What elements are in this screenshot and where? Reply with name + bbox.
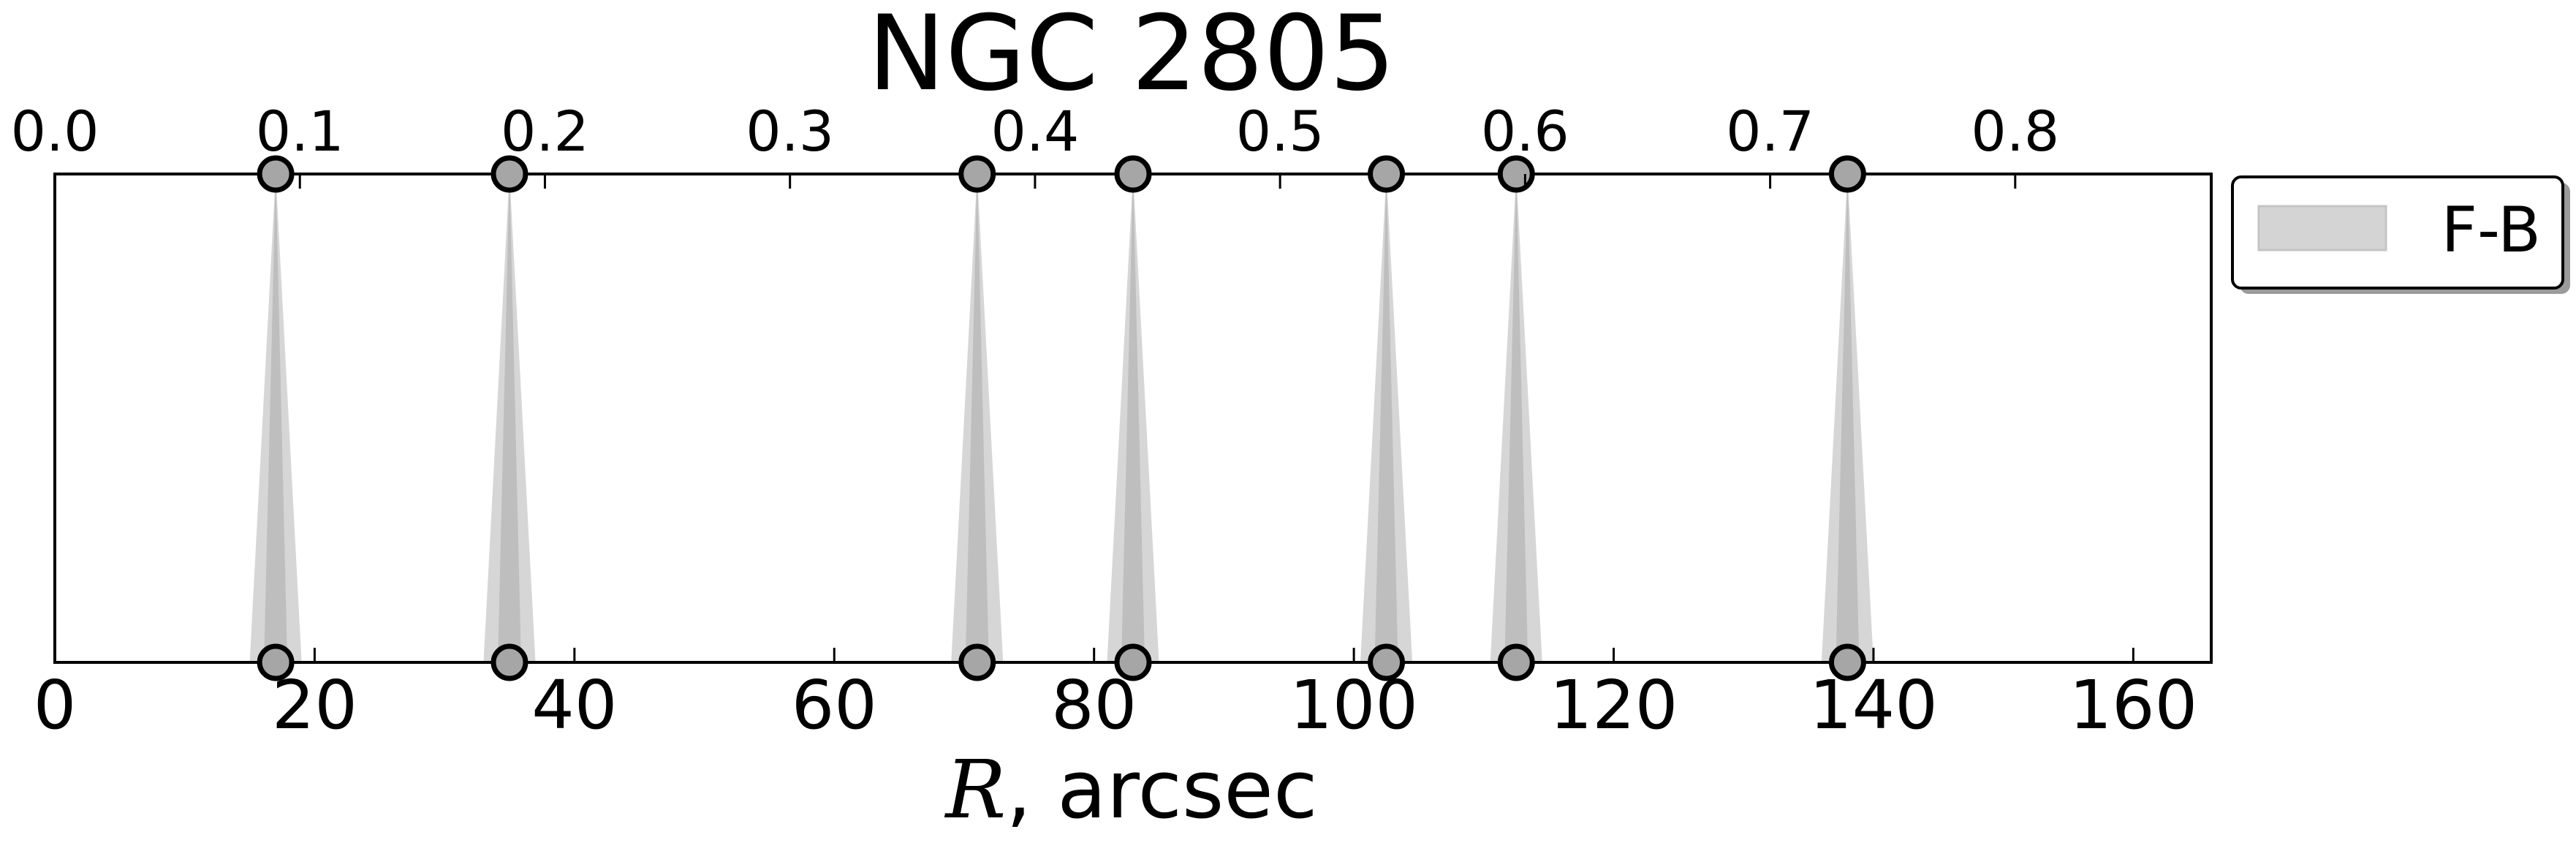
- bottom-tick-label: 100: [1289, 666, 1418, 744]
- peak-marker-bottom: [1828, 643, 1866, 681]
- peak-marker-top: [958, 155, 996, 193]
- bottom-tick-label: 60: [792, 666, 877, 744]
- peak-marker-top: [257, 155, 295, 193]
- top-tick-label: 0.1: [256, 99, 344, 164]
- x-axis-unit: , arcsec: [1006, 743, 1317, 836]
- x-axis-symbol: R: [944, 743, 1007, 836]
- bottom-tick-label: 140: [1809, 666, 1938, 744]
- bottom-tick-label: 80: [1051, 666, 1137, 744]
- peak-marker-bottom: [1497, 643, 1535, 681]
- legend-box: [2231, 175, 2564, 290]
- top-tick-label: 0.7: [1726, 99, 1814, 164]
- bottom-tick-label: 20: [272, 666, 357, 744]
- peak-marker-bottom: [958, 643, 996, 681]
- legend: F-B: [2231, 175, 2570, 294]
- peak-core: [1836, 174, 1860, 662]
- x-axis-label: R, arcsec: [944, 743, 1318, 836]
- peak-core: [965, 174, 989, 662]
- top-tick-label: 0.4: [990, 99, 1079, 164]
- peak-marker-top: [1368, 155, 1406, 193]
- bottom-tick-label: 40: [531, 666, 617, 744]
- top-tick-label: 0.8: [1971, 99, 2059, 164]
- peak-marker-bottom: [490, 643, 529, 681]
- ticks-layer: 0 20 40 60 80 100 120 140 160 0.0 0.1 0.2 0.3 0.4 0.5 0…: [11, 99, 2198, 744]
- peak-core: [497, 174, 521, 662]
- peak-marker-bottom: [1114, 643, 1152, 681]
- top-tick-label: 0.3: [746, 99, 834, 164]
- chart-title: NGC 2805: [868, 0, 1395, 114]
- peak-marker-top: [1114, 155, 1152, 193]
- bottom-tick-label: 160: [2069, 666, 2198, 744]
- top-tick-label: 0.0: [11, 99, 99, 164]
- top-tick-label: 0.2: [501, 99, 589, 164]
- legend-label-f-b: F-B: [2441, 194, 2541, 267]
- top-tick-label: 0.6: [1481, 99, 1569, 164]
- peak-marker-top: [490, 155, 529, 193]
- bottom-tick-label: 0: [34, 666, 77, 744]
- legend-swatch-f-b: [2257, 205, 2387, 251]
- peak-core: [1121, 174, 1145, 662]
- peak-marker-bottom: [1368, 643, 1406, 681]
- peak-marker-top: [1828, 155, 1866, 193]
- peak-core: [1504, 174, 1528, 662]
- peaks-layer: [249, 174, 1874, 662]
- peak-core: [1374, 174, 1398, 662]
- peak-core: [264, 174, 288, 662]
- bottom-tick-label: 120: [1550, 666, 1678, 744]
- peak-marker-bottom: [257, 643, 295, 681]
- top-tick-label: 0.5: [1236, 99, 1325, 164]
